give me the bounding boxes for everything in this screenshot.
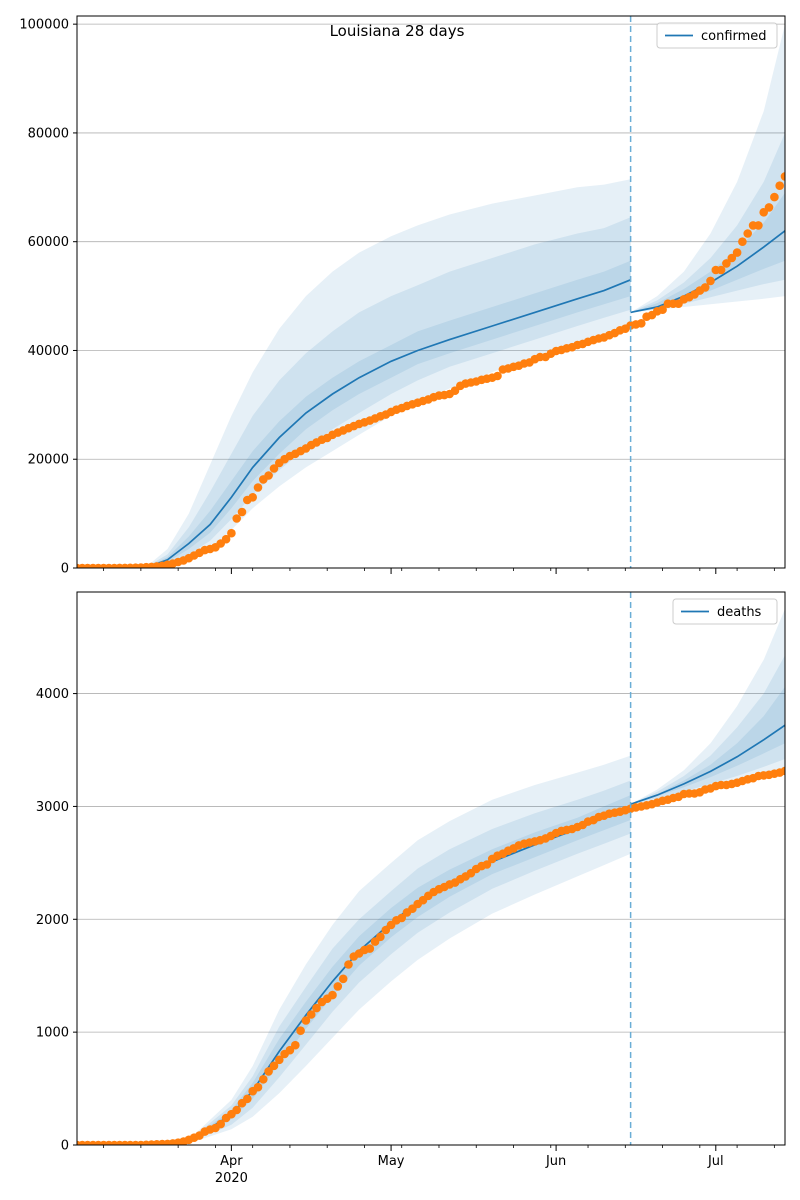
uncertainty-band — [77, 755, 631, 1145]
observed-point — [738, 237, 747, 246]
deaths-chart-panel: 0 1000 2000 3000 4000 Apr 2020 May Jun Jul deaths — [36, 591, 786, 1186]
observed-point — [754, 221, 763, 230]
observed-point — [775, 181, 784, 190]
observed-point — [344, 960, 353, 969]
observed-point — [727, 253, 737, 263]
x-tick-sublabel: 2020 — [215, 1171, 248, 1186]
uncertainty-band — [630, 132, 785, 313]
confirmed-chart-panel: 0 20000 40000 60000 80000 100000 confirmed — [19, 15, 786, 577]
x-tick-label: Jun — [545, 1154, 566, 1169]
observed-point — [269, 464, 279, 473]
observed-point — [253, 1082, 263, 1092]
observed-point — [700, 283, 710, 292]
observed-point — [365, 944, 375, 953]
y-tick-label: 4000 — [36, 687, 69, 702]
model-line — [77, 279, 631, 568]
uncertainty-band — [630, 655, 785, 805]
uncertainty-band — [77, 260, 631, 568]
figure-title: Louisiana 28 days — [330, 22, 465, 40]
y-tick-label: 100000 — [19, 18, 69, 33]
y-tick-label: 3000 — [36, 800, 69, 815]
y-tick-label: 60000 — [28, 235, 69, 250]
observed-point — [243, 1094, 252, 1104]
observed-point — [285, 1045, 295, 1055]
observed-point — [269, 1061, 279, 1071]
observed-point — [482, 860, 492, 869]
observed-point — [706, 276, 715, 286]
observed-point — [275, 1055, 284, 1065]
x-tick-label: Jul — [707, 1154, 724, 1169]
y-tick-label: 0 — [61, 562, 69, 577]
observed-point — [780, 172, 785, 181]
observed-point — [780, 766, 785, 776]
plot-area — [77, 24, 785, 568]
y-tick-label: 20000 — [28, 453, 69, 468]
legend-label: deaths — [717, 605, 762, 620]
observed-point — [301, 1016, 311, 1025]
legend-box — [656, 22, 778, 49]
observed-point — [658, 305, 667, 315]
axes-frame — [76, 15, 786, 569]
observed-point — [296, 1026, 305, 1035]
y-tick-label: 40000 — [28, 344, 69, 359]
x-tick-label: Apr — [220, 1154, 243, 1169]
y-tick-label: 2000 — [36, 913, 69, 928]
observed-point — [493, 371, 502, 381]
observed-point — [227, 528, 236, 538]
observed-point — [216, 1119, 225, 1129]
y-tick-label: 80000 — [28, 126, 69, 141]
observed-point — [328, 990, 337, 1000]
observed-point — [291, 1040, 300, 1050]
uncertainty-band — [77, 217, 631, 568]
uncertainty-band — [77, 179, 631, 568]
observed-point — [397, 913, 407, 923]
observed-point — [264, 1067, 273, 1076]
legend-box — [672, 598, 778, 625]
observed-point — [722, 259, 731, 268]
observed-point — [376, 932, 385, 942]
model-line — [630, 724, 785, 806]
observed-point — [637, 319, 646, 328]
x-tick-label: May — [378, 1154, 405, 1169]
observed-point — [743, 229, 752, 238]
observed-point — [253, 483, 263, 492]
observed-point — [381, 925, 391, 935]
observed-point — [732, 248, 742, 257]
y-tick-label: 0 — [61, 1139, 69, 1154]
observed-point — [237, 507, 247, 517]
observed-point — [248, 493, 257, 502]
observed-point — [232, 514, 241, 523]
observed-point — [306, 1010, 316, 1019]
observed-point — [338, 974, 348, 984]
observed-point — [232, 1105, 241, 1115]
observed-point — [333, 982, 343, 991]
axes-frame — [76, 591, 786, 1146]
observed-point — [716, 265, 726, 275]
observed-point — [259, 1075, 268, 1084]
observed-point — [312, 1003, 321, 1013]
legend-label: confirmed — [701, 29, 767, 44]
observed-point — [221, 534, 231, 544]
uncertainty-band — [77, 780, 631, 1145]
observed-point — [770, 192, 779, 202]
uncertainty-band — [77, 795, 631, 1145]
uncertainty-band — [630, 608, 785, 805]
plot-area — [77, 608, 785, 1145]
observed-point — [264, 471, 273, 480]
y-tick-label: 1000 — [36, 1026, 69, 1041]
observed-point — [764, 203, 774, 212]
